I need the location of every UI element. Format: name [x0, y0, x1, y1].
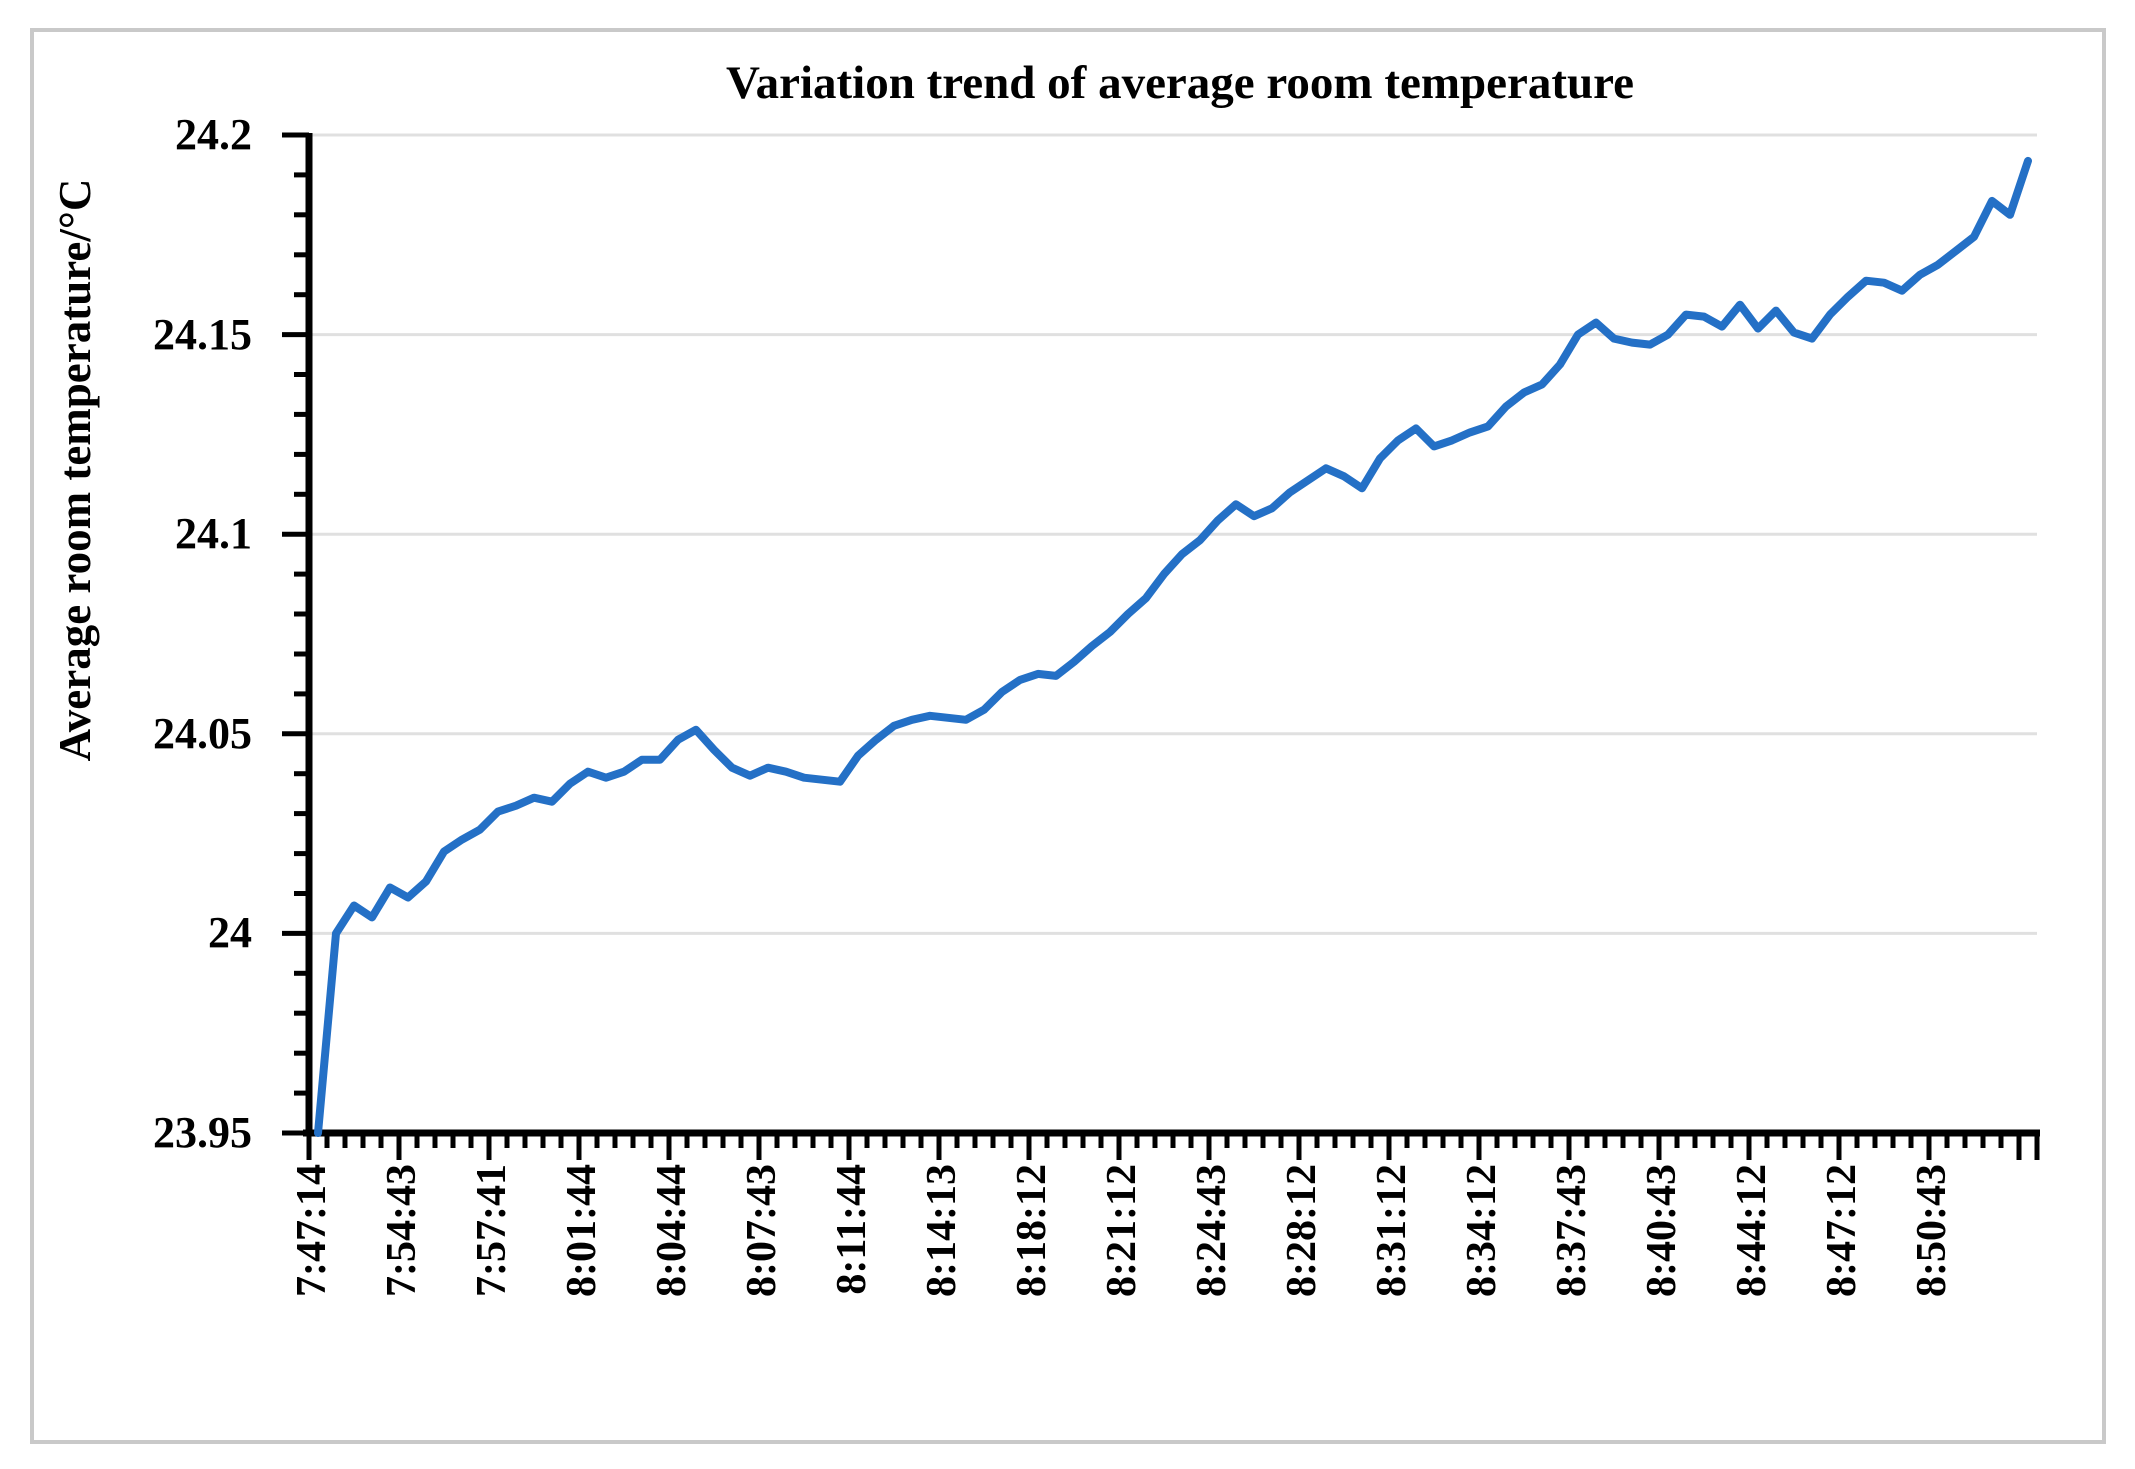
x-tick-label: 8:28:12: [1279, 1164, 1325, 1297]
x-tick-label: 8:34:12: [1459, 1164, 1505, 1297]
x-tick-label: 8:04:44: [649, 1164, 695, 1297]
y-tick-label: 24: [208, 908, 252, 957]
x-tick-label: 7:54:43: [379, 1164, 425, 1297]
x-tick-label: 8:47:12: [1819, 1164, 1865, 1297]
x-axis-ticks: [306, 1133, 2040, 1160]
x-tick-label: 8:24:43: [1189, 1164, 1235, 1297]
x-tick-label: 8:18:12: [1009, 1164, 1055, 1297]
x-tick-label: 8:11:44: [829, 1164, 875, 1295]
x-tick-label: 8:14:13: [919, 1164, 965, 1297]
y-tick-label: 24.15: [153, 310, 252, 359]
figure-border: [30, 28, 2106, 1444]
gridlines: [309, 133, 2037, 935]
y-tick-label: 23.95: [153, 1108, 252, 1157]
x-tick-label: 7:57:41: [469, 1164, 515, 1297]
x-tick-label: 7:47:14: [289, 1164, 335, 1297]
axes: [303, 133, 2040, 1137]
y-tick-label: 24.1: [175, 509, 252, 558]
temperature-series-line: [314, 156, 2032, 1137]
x-tick-label: 8:40:43: [1639, 1164, 1685, 1297]
x-tick-label: 8:07:43: [739, 1164, 785, 1297]
y-tick-label: 24.05: [153, 709, 252, 758]
x-tick-label: 8:44:12: [1729, 1164, 1775, 1297]
x-tick-label: 8:01:44: [559, 1164, 605, 1297]
x-tick-label: 8:37:43: [1549, 1164, 1595, 1297]
chart-title: Variation trend of average room temperat…: [725, 57, 1635, 109]
x-tick-label: 8:21:12: [1099, 1164, 1145, 1297]
x-tick-label: 8:50:43: [1909, 1164, 1955, 1297]
x-tick-label: 8:31:12: [1369, 1164, 1415, 1297]
y-axis-ticks: [282, 132, 309, 1136]
y-tick-label: 24.2: [175, 110, 252, 159]
